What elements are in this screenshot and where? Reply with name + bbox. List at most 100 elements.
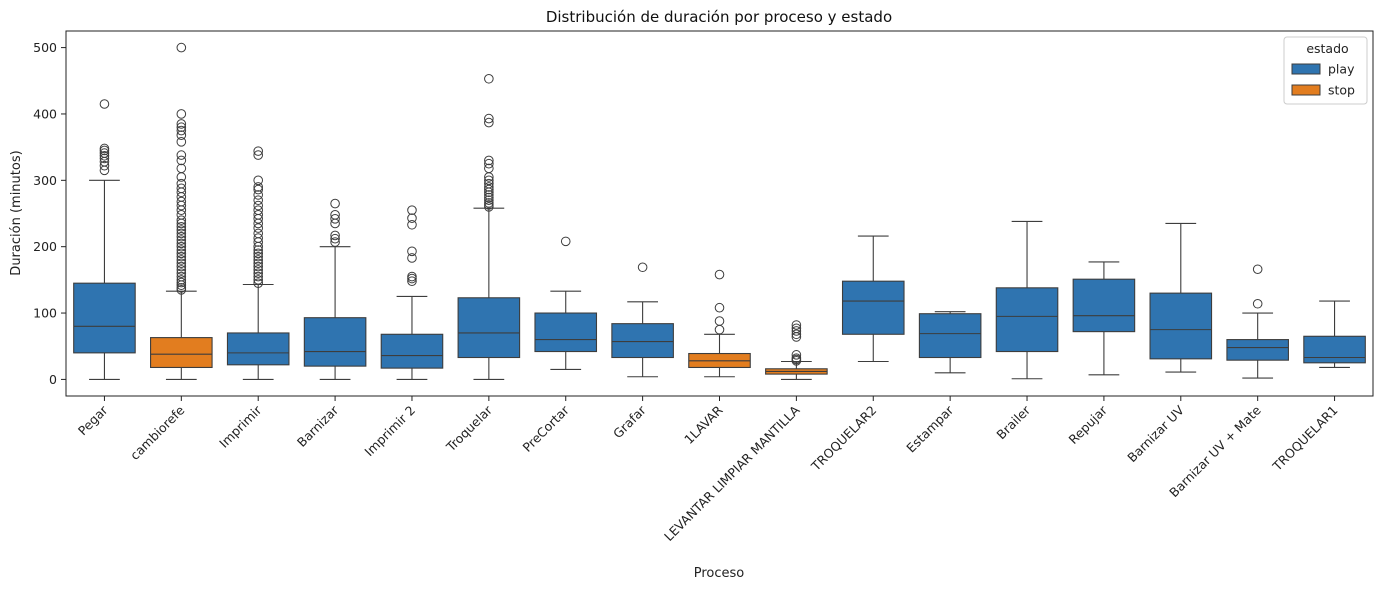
outlier-point bbox=[791, 320, 802, 330]
iqr-box bbox=[841, 280, 905, 335]
outlier-point bbox=[407, 219, 417, 230]
legend: estado play stop bbox=[1283, 36, 1368, 105]
iqr-box bbox=[995, 287, 1059, 353]
axes-layer: 0 100 200 300 400 500 Pegar cambiorefe Imprimir B… bbox=[33, 30, 1374, 544]
outlier-point bbox=[407, 246, 417, 257]
outlier-point bbox=[253, 268, 264, 279]
outlier-point bbox=[560, 236, 571, 247]
outlier-point bbox=[714, 316, 725, 326]
y-tick-label: 0 bbox=[49, 372, 57, 387]
outlier-point bbox=[330, 230, 340, 241]
legend-label-stop: stop bbox=[1328, 83, 1355, 98]
outlier-point bbox=[791, 353, 802, 363]
outlier-point bbox=[176, 215, 187, 225]
outlier-point bbox=[176, 225, 187, 235]
outlier-point bbox=[99, 160, 110, 171]
iqr-box bbox=[1226, 339, 1289, 361]
outlier-point bbox=[484, 182, 494, 192]
outlier-point bbox=[176, 238, 187, 249]
outlier-point bbox=[484, 158, 494, 169]
outlier-point bbox=[253, 146, 264, 156]
outlier-point bbox=[176, 275, 187, 285]
outlier-point bbox=[176, 122, 187, 133]
outlier-point bbox=[176, 283, 187, 293]
outlier-point bbox=[407, 213, 417, 223]
y-tick-label: 500 bbox=[33, 40, 57, 55]
box-14 bbox=[1149, 222, 1213, 373]
outlier-point bbox=[407, 205, 417, 215]
outlier-point bbox=[253, 175, 264, 186]
outlier-point bbox=[176, 137, 187, 147]
outlier-point bbox=[791, 329, 802, 340]
outlier-point bbox=[176, 248, 187, 259]
iqr-box bbox=[457, 297, 521, 359]
outlier-point bbox=[484, 175, 494, 186]
box-15 bbox=[1226, 264, 1289, 379]
outlier-point bbox=[714, 324, 725, 335]
legend-label-play: play bbox=[1328, 62, 1355, 77]
x-tick-label: Brailer bbox=[993, 402, 1033, 442]
outlier-point bbox=[330, 210, 340, 220]
outlier-point bbox=[407, 276, 417, 286]
iqr-box bbox=[303, 317, 367, 367]
box-7 bbox=[611, 262, 674, 378]
y-tick-label: 400 bbox=[33, 106, 57, 121]
outlier-point bbox=[484, 117, 494, 128]
x-tick-label: 1LAVAR bbox=[681, 402, 726, 447]
x-tick-label: cambiorefe bbox=[127, 402, 188, 463]
x-axis-label: Proceso bbox=[694, 566, 745, 581]
outlier-point bbox=[253, 210, 264, 220]
x-tick-label: Imprimir 2 bbox=[361, 403, 418, 460]
outlier-point bbox=[176, 163, 187, 174]
outlier-point bbox=[176, 277, 187, 288]
outlier-point bbox=[253, 228, 264, 239]
outlier-point bbox=[484, 190, 494, 200]
y-tick-label: 100 bbox=[33, 306, 57, 321]
outlier-point bbox=[176, 42, 187, 53]
x-tick-label: Troquelar bbox=[443, 402, 496, 455]
x-tick-label: Estampar bbox=[903, 402, 957, 456]
outlier-point bbox=[176, 221, 187, 232]
outlier-point bbox=[253, 150, 264, 160]
outlier-point bbox=[253, 200, 264, 211]
box-3 bbox=[303, 198, 367, 380]
outlier-point bbox=[1252, 298, 1263, 309]
iqr-box bbox=[534, 312, 598, 353]
x-tick-label: Pegar bbox=[75, 402, 111, 438]
box-4 bbox=[380, 205, 444, 380]
outlier-point bbox=[714, 302, 725, 313]
iqr-box bbox=[150, 337, 213, 369]
outlier-point bbox=[176, 241, 187, 252]
outlier-point bbox=[407, 253, 417, 263]
outlier-point bbox=[484, 73, 494, 84]
outlier-point bbox=[791, 323, 802, 334]
box-8 bbox=[688, 269, 751, 378]
outlier-point bbox=[253, 275, 264, 285]
iqr-box bbox=[611, 323, 674, 359]
x-tick-label: Barnizar UV bbox=[1124, 402, 1187, 465]
outlier-point bbox=[176, 231, 187, 242]
outlier-point bbox=[253, 245, 264, 255]
box-6 bbox=[534, 236, 598, 371]
outlier-point bbox=[99, 99, 110, 109]
boxes-layer bbox=[73, 42, 1366, 380]
x-tick-label: Grafar bbox=[610, 402, 649, 441]
iqr-box bbox=[1072, 278, 1136, 333]
outlier-point bbox=[253, 258, 264, 269]
outlier-point bbox=[484, 184, 494, 195]
outlier-point bbox=[791, 350, 802, 360]
y-tick-label: 200 bbox=[33, 239, 57, 254]
outlier-point bbox=[176, 271, 187, 282]
outlier-point bbox=[176, 183, 187, 194]
outlier-point bbox=[253, 195, 264, 206]
outlier-point bbox=[176, 125, 187, 136]
x-tick-label: Barnizar bbox=[294, 402, 342, 450]
outlier-point bbox=[253, 184, 264, 195]
outlier-point bbox=[176, 210, 187, 220]
outlier-point bbox=[484, 178, 494, 189]
outlier-point bbox=[176, 228, 187, 239]
outlier-point bbox=[176, 245, 187, 255]
outlier-point bbox=[407, 271, 417, 282]
outlier-point bbox=[176, 155, 187, 166]
outlier-point bbox=[484, 113, 494, 124]
